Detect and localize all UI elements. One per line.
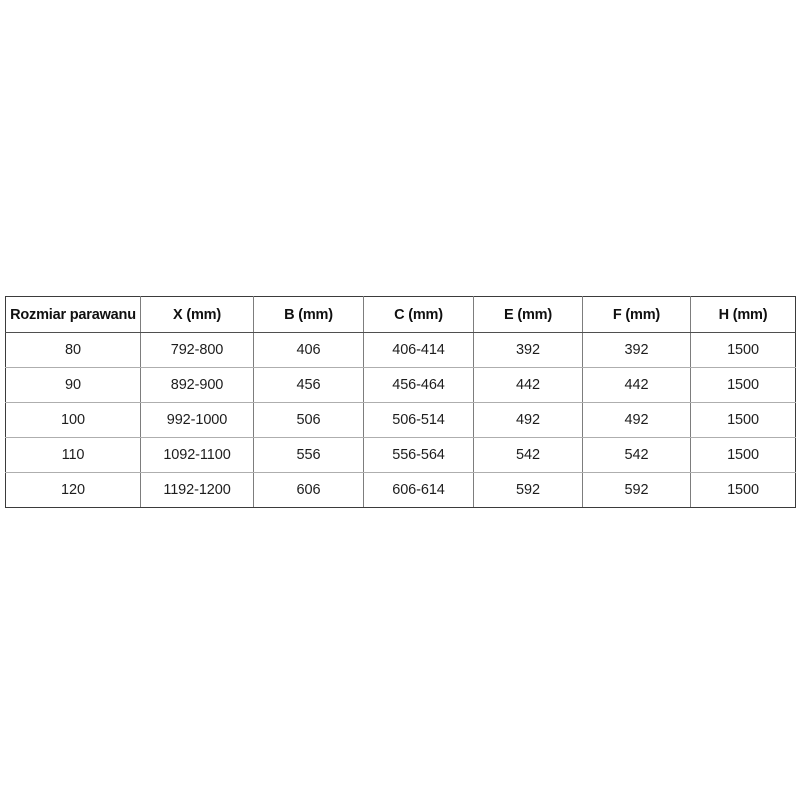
cell-f: 442 <box>582 367 691 403</box>
cell-e: 492 <box>473 402 583 438</box>
cell-b: 506 <box>253 402 364 438</box>
cell-e: 592 <box>473 472 583 508</box>
cell-c: 456-464 <box>363 367 474 403</box>
table-row: 80 792-800 406 406-414 392 392 1500 <box>5 332 796 368</box>
column-header-x: X (mm) <box>140 296 254 333</box>
cell-b: 606 <box>253 472 364 508</box>
table-header-row: Rozmiar parawanu X (mm) B (mm) C (mm) E … <box>5 296 796 333</box>
cell-h: 1500 <box>690 332 796 368</box>
cell-rozmiar-parawanu: 110 <box>5 437 141 473</box>
cell-c: 406-414 <box>363 332 474 368</box>
cell-f: 592 <box>582 472 691 508</box>
cell-x: 1092-1100 <box>140 437 254 473</box>
table-body: 80 792-800 406 406-414 392 392 1500 90 8… <box>5 332 796 508</box>
cell-e: 392 <box>473 332 583 368</box>
dimensions-table-container: Rozmiar parawanu X (mm) B (mm) C (mm) E … <box>5 296 796 508</box>
cell-h: 1500 <box>690 437 796 473</box>
cell-b: 556 <box>253 437 364 473</box>
cell-x: 992-1000 <box>140 402 254 438</box>
cell-h: 1500 <box>690 402 796 438</box>
cell-x: 892-900 <box>140 367 254 403</box>
cell-rozmiar-parawanu: 80 <box>5 332 141 368</box>
cell-b: 456 <box>253 367 364 403</box>
cell-h: 1500 <box>690 472 796 508</box>
cell-c: 556-564 <box>363 437 474 473</box>
table-row: 120 1192-1200 606 606-614 592 592 1500 <box>5 472 796 508</box>
cell-rozmiar-parawanu: 100 <box>5 402 141 438</box>
cell-rozmiar-parawanu: 90 <box>5 367 141 403</box>
cell-f: 492 <box>582 402 691 438</box>
cell-c: 606-614 <box>363 472 474 508</box>
cell-b: 406 <box>253 332 364 368</box>
column-header-e: E (mm) <box>473 296 583 333</box>
column-header-rozmiar-parawanu: Rozmiar parawanu <box>5 296 141 333</box>
cell-c: 506-514 <box>363 402 474 438</box>
table-row: 90 892-900 456 456-464 442 442 1500 <box>5 367 796 403</box>
shower-screen-dimensions-table: Rozmiar parawanu X (mm) B (mm) C (mm) E … <box>5 296 796 508</box>
column-header-c: C (mm) <box>363 296 474 333</box>
table-row: 110 1092-1100 556 556-564 542 542 1500 <box>5 437 796 473</box>
cell-e: 442 <box>473 367 583 403</box>
cell-x: 792-800 <box>140 332 254 368</box>
cell-x: 1192-1200 <box>140 472 254 508</box>
cell-rozmiar-parawanu: 120 <box>5 472 141 508</box>
cell-h: 1500 <box>690 367 796 403</box>
table-header: Rozmiar parawanu X (mm) B (mm) C (mm) E … <box>5 296 796 333</box>
cell-f: 392 <box>582 332 691 368</box>
column-header-f: F (mm) <box>582 296 691 333</box>
column-header-h: H (mm) <box>690 296 796 333</box>
cell-e: 542 <box>473 437 583 473</box>
cell-f: 542 <box>582 437 691 473</box>
column-header-b: B (mm) <box>253 296 364 333</box>
table-row: 100 992-1000 506 506-514 492 492 1500 <box>5 402 796 438</box>
